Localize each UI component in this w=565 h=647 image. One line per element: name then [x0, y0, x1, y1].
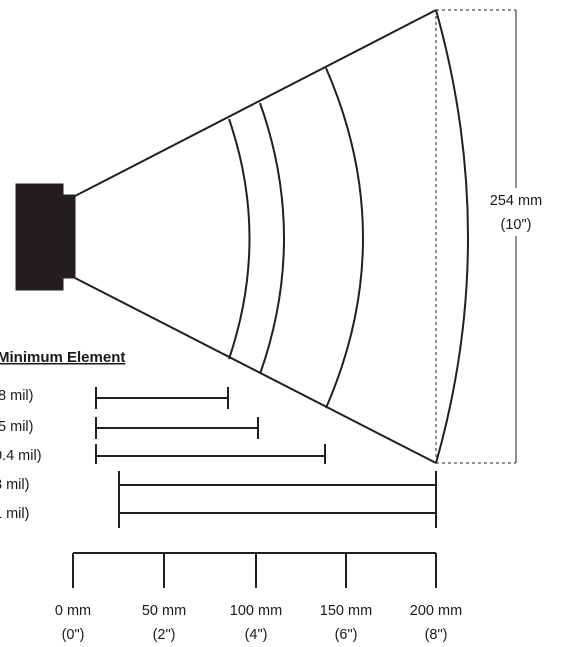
distance-tick-in-label: (2") — [153, 627, 176, 643]
minimum-element-row: 0.4 mil) — [0, 444, 326, 464]
distance-tick-in-label: (0") — [62, 627, 85, 643]
field-height-mm-label: 254 mm — [490, 193, 542, 209]
svg-text:.5 mil): .5 mil) — [0, 419, 33, 435]
svg-text:0.4 mil): 0.4 mil) — [0, 448, 42, 464]
scan-cone-upper-edge — [74, 9, 437, 197]
minimum-element-row: 1 mil) — [0, 499, 437, 528]
distance-tick-mm-label: 150 mm — [320, 603, 372, 619]
reading-zone-arc-2 — [259, 102, 285, 375]
distance-scale: 0 mm (0") 50 mm (2") 100 mm (4") 150 mm … — [55, 552, 462, 643]
reading-zone-arc-3 — [325, 67, 364, 409]
reading-zone-arc-1 — [228, 118, 251, 360]
svg-text:3 mil): 3 mil) — [0, 477, 29, 493]
reading-zone-arc-4 — [435, 9, 469, 464]
minimum-element-header: Minimum Element — [0, 349, 125, 366]
svg-text:1 mil): 1 mil) — [0, 506, 29, 522]
distance-tick-mm-label: 100 mm — [230, 603, 282, 619]
scan-cone-lower-edge — [74, 277, 437, 464]
distance-tick-in-label: (4") — [245, 627, 268, 643]
distance-tick-mm-label: 0 mm — [55, 603, 91, 619]
distance-tick-in-label: (8") — [425, 627, 448, 643]
svg-text:.8 mil): .8 mil) — [0, 388, 33, 404]
minimum-element-row: .8 mil) — [0, 387, 229, 409]
minimum-element-row: .5 mil) — [0, 417, 259, 439]
field-height-in-label: (10") — [501, 217, 532, 233]
distance-tick-in-label: (6") — [335, 627, 358, 643]
scanner-icon — [15, 183, 76, 291]
distance-tick-mm-label: 200 mm — [410, 603, 462, 619]
minimum-element-row: 3 mil) — [0, 471, 437, 501]
distance-tick-mm-label: 50 mm — [142, 603, 186, 619]
field-height-label-bg — [480, 188, 552, 236]
